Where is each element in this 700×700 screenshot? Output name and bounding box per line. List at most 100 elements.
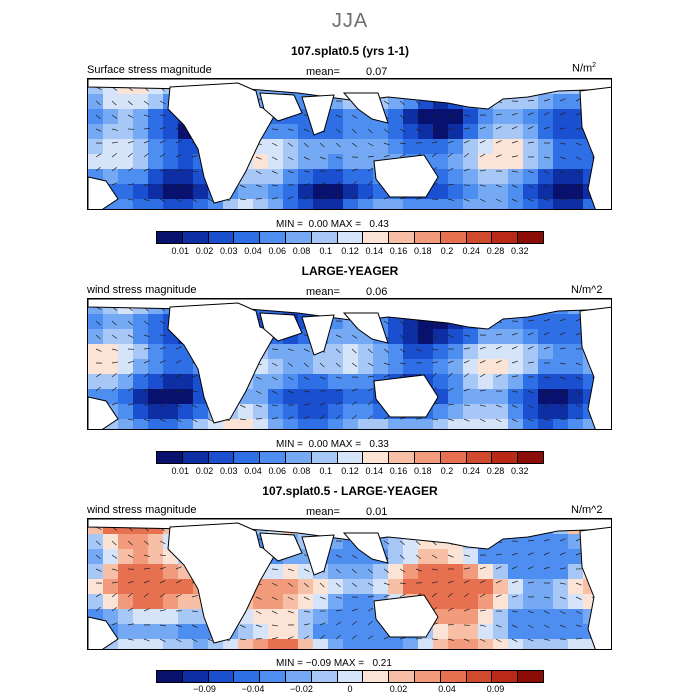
stress-vector	[95, 386, 101, 392]
field-cell	[403, 359, 418, 374]
field-cell	[358, 374, 373, 389]
field-cell	[298, 639, 313, 649]
field-cell	[448, 124, 463, 139]
field-cell	[463, 359, 478, 374]
field-cell	[238, 184, 253, 199]
landmass	[342, 532, 389, 564]
field-cell	[343, 109, 358, 124]
field-cell	[283, 594, 298, 609]
field-cell	[148, 169, 163, 184]
field-cell	[148, 314, 163, 329]
stress-vector	[527, 184, 534, 189]
field-cell	[103, 609, 118, 624]
field-cell	[523, 344, 538, 359]
field-cell	[433, 624, 448, 639]
panel-1-map	[87, 78, 612, 210]
field-cell	[478, 124, 493, 139]
field-cell	[523, 389, 538, 404]
colorbar-segment	[466, 232, 493, 243]
colorbar-tick-label: 0.14	[365, 466, 384, 476]
stress-vector	[127, 387, 134, 392]
field-cell	[283, 184, 298, 199]
field-cell	[418, 329, 433, 344]
field-cell	[313, 389, 328, 404]
field-cell	[148, 594, 163, 609]
stress-vector	[191, 390, 198, 393]
field-cell	[133, 534, 148, 549]
stress-vector	[559, 318, 566, 322]
stress-vector	[159, 169, 166, 172]
field-cell	[493, 624, 508, 639]
field-cell	[493, 199, 508, 209]
field-cell	[223, 639, 238, 649]
field-cell	[373, 579, 388, 594]
stress-vector	[351, 142, 358, 147]
field-cell	[433, 564, 448, 579]
stress-vector	[143, 347, 150, 350]
field-cell	[253, 624, 268, 639]
field-cell	[433, 139, 448, 154]
stress-vector	[303, 128, 310, 132]
stress-vector	[351, 608, 358, 612]
stress-vector	[159, 580, 166, 584]
field-cell	[343, 124, 358, 139]
stress-vector	[191, 610, 198, 613]
stress-vector	[527, 552, 534, 556]
field-cell	[283, 374, 298, 389]
stress-vector	[575, 142, 582, 146]
stress-vector	[127, 183, 134, 186]
field-cell	[448, 594, 463, 609]
stress-vector	[543, 418, 550, 421]
field-cell	[328, 139, 343, 154]
stress-vector	[111, 373, 117, 378]
field-cell	[448, 564, 463, 579]
colorbar-segment	[182, 452, 209, 463]
stress-vector	[543, 566, 550, 570]
field-cell	[298, 154, 313, 169]
stress-vector	[127, 403, 134, 406]
field-cell	[523, 404, 538, 419]
field-cell	[298, 579, 313, 594]
colorbar-segment	[311, 671, 338, 682]
field-cell	[358, 639, 373, 649]
stress-vector	[127, 152, 133, 158]
landmass	[579, 526, 611, 649]
field-cell	[388, 139, 403, 154]
field-cell	[148, 124, 163, 139]
stress-vector	[255, 156, 262, 160]
field-cell	[103, 579, 118, 594]
stress-vector	[559, 362, 566, 365]
field-cell	[538, 344, 553, 359]
field-cell	[118, 419, 133, 429]
field-cell	[178, 374, 193, 389]
colorbar-segment	[157, 671, 183, 682]
stress-vector	[511, 360, 518, 364]
stress-vector	[143, 140, 150, 144]
field-cell	[283, 579, 298, 594]
stress-vector	[319, 622, 326, 626]
stress-vector	[575, 417, 582, 420]
field-cell	[268, 389, 283, 404]
colorbar-segment	[182, 671, 209, 682]
stress-vector	[367, 635, 374, 640]
colorbar-segment	[363, 452, 390, 463]
field-cell	[88, 374, 103, 389]
field-cell	[493, 169, 508, 184]
landmass	[167, 522, 277, 644]
stress-vector	[255, 376, 262, 380]
field-cell	[568, 579, 583, 594]
stress-vector	[239, 198, 246, 201]
colorbar-segment	[208, 452, 235, 463]
field-cell	[313, 609, 328, 624]
field-cell	[133, 374, 148, 389]
stress-vector	[127, 638, 134, 641]
stress-vector	[351, 582, 358, 587]
field-cell	[478, 109, 493, 124]
field-cell	[358, 579, 373, 594]
field-cell	[448, 639, 463, 649]
stress-vector	[159, 540, 166, 545]
field-cell	[538, 94, 553, 109]
field-cell	[268, 154, 283, 169]
stress-vector	[479, 373, 486, 378]
stress-vector	[479, 360, 486, 364]
